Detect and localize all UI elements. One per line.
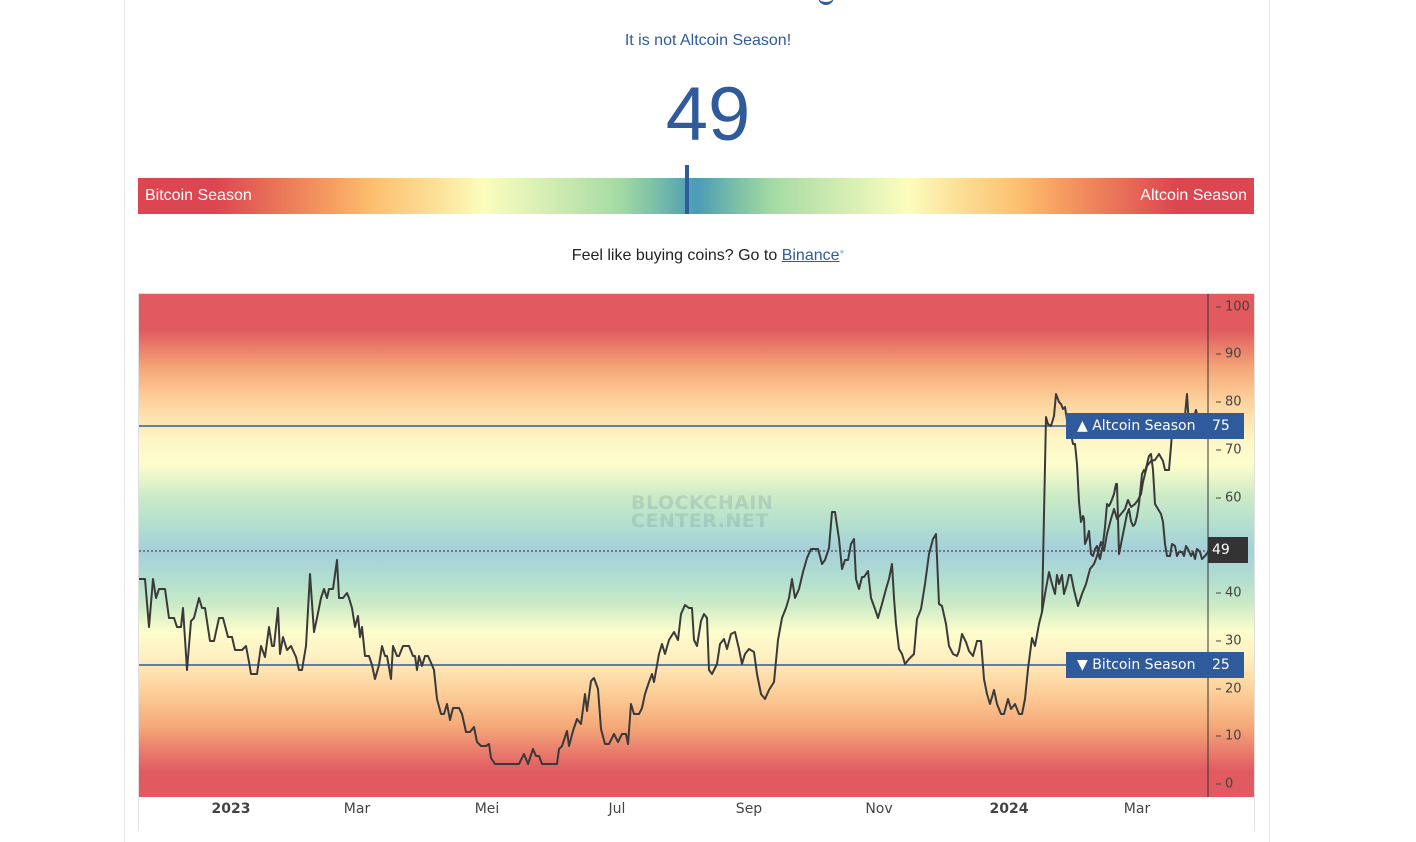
x-tick-mar-2024: Mar — [1123, 801, 1151, 817]
y-tick-20: 20 — [1216, 682, 1242, 697]
y-tick-30: 30 — [1216, 634, 1242, 649]
gauge-right-label: Altcoin Season — [1140, 187, 1247, 204]
y-tick-40: 40 — [1216, 586, 1242, 601]
altcoin-season-badge: ▲ Altcoin Season 75 — [1066, 413, 1244, 439]
y-tick-0: 0 — [1216, 777, 1233, 792]
altcoin-season-label: ▲ Altcoin Season — [1077, 418, 1196, 434]
x-tick-sep: Sep — [735, 801, 763, 817]
watermark-logo: BLOCKCHAIN CENTER.NET — [631, 492, 774, 532]
y-tick-90: 90 — [1216, 347, 1242, 362]
index-value: 49 — [665, 72, 751, 157]
gauge-marker — [685, 165, 689, 214]
watermark-line1: BLOCKCHAIN — [631, 492, 774, 514]
x-tick-mar-2023: Mar — [343, 801, 371, 817]
x-tick-2024: 2024 — [989, 801, 1029, 817]
x-tick-mei: Mei — [474, 801, 500, 817]
chart-canvas — [139, 294, 1254, 797]
page-title-fragment — [818, 0, 834, 5]
bitcoin-season-label: ▼ Bitcoin Season — [1077, 657, 1196, 673]
x-tick-jul: Jul — [608, 801, 626, 817]
y-tick-100: 100 — [1216, 300, 1250, 315]
asterisk-note: * — [839, 247, 845, 261]
bitcoin-season-badge: ▼ Bitcoin Season 25 — [1066, 652, 1244, 678]
y-tick-70: 70 — [1216, 443, 1242, 458]
y-tick-80: 80 — [1216, 395, 1242, 410]
bitcoin-season-value: 25 — [1212, 657, 1230, 673]
y-tick-60: 60 — [1216, 491, 1242, 506]
altcoin-index-chart[interactable]: BLOCKCHAIN CENTER.NET 100 90 80 70 60 40… — [138, 293, 1255, 831]
promo-line: Feel like buying coins? Go to Binance* — [0, 247, 1416, 265]
promo-text: Feel like buying coins? Go to — [571, 247, 778, 264]
season-status-text: It is not Altcoin Season! — [624, 32, 792, 49]
gauge-left-label: Bitcoin Season — [145, 187, 252, 204]
binance-link[interactable]: Binance — [781, 247, 840, 264]
y-tick-10: 10 — [1216, 729, 1242, 744]
altcoin-season-value: 75 — [1212, 418, 1230, 434]
season-gauge-bar: Bitcoin Season Altcoin Season — [138, 178, 1254, 214]
x-tick-nov: Nov — [865, 801, 893, 817]
current-value-badge: 49 — [1208, 537, 1248, 563]
watermark-line2: CENTER.NET — [631, 510, 769, 532]
x-tick-2023: 2023 — [211, 801, 251, 817]
